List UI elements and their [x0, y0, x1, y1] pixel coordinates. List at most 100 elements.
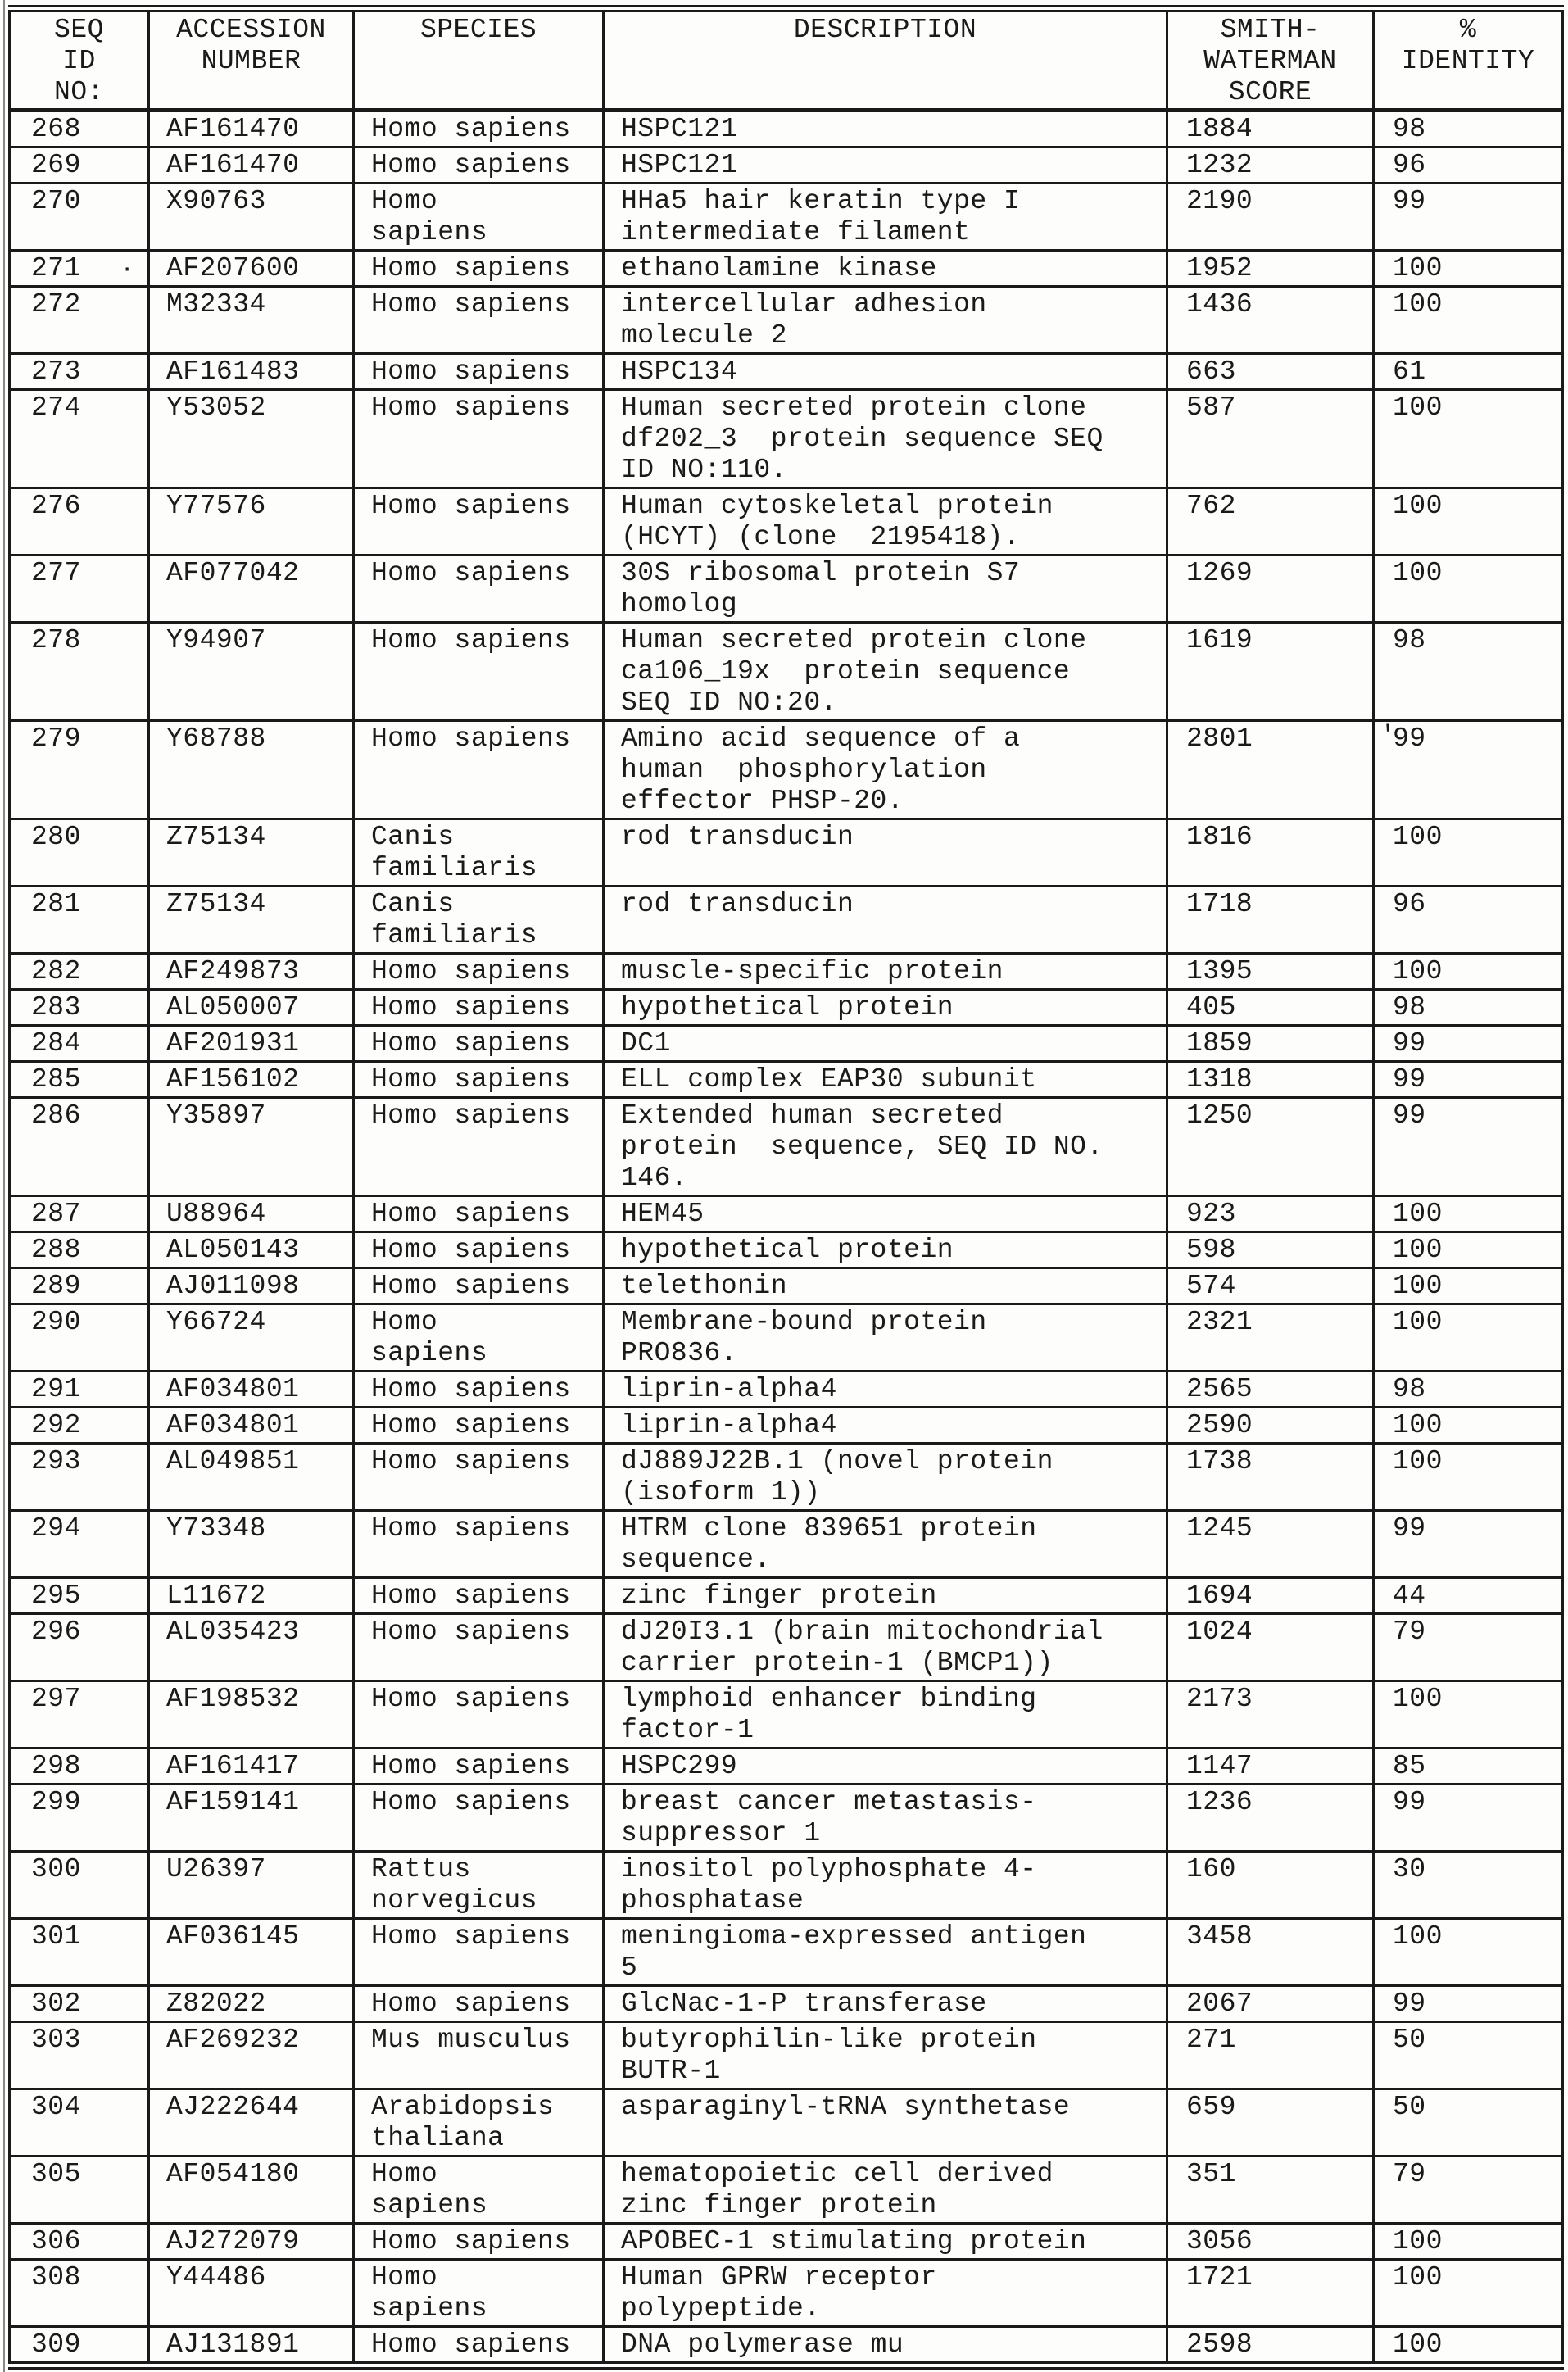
cell-smith-waterman-score: 1816 [1166, 818, 1375, 887]
cell-percent-identity: 50 [1372, 2021, 1564, 2090]
cell-smith-waterman-score: 574 [1166, 1267, 1375, 1305]
cell-species: Homo sapiens [352, 1783, 605, 1853]
table-row: 306 AJ272079 Homo sapiens APOBEC-1 stimu… [8, 2222, 1564, 2261]
cell-description: Amino acid sequence of a human phosphory… [602, 719, 1168, 820]
column-header-species: SPECIES [352, 7, 605, 112]
table-row: 283 AL050007 Homo sapiens hypothetical p… [8, 988, 1564, 1027]
cell-description: Human cytoskeletal protein (HCYT) (clone… [602, 487, 1168, 556]
table-row: 302 Z82022 Homo sapiens GlcNac-1-P trans… [8, 1984, 1564, 2023]
cell-description: HSPC121 [602, 146, 1168, 184]
table-row: 288 AL050143 Homo sapiens hypothetical p… [8, 1231, 1564, 1269]
cell-percent-identity: 30 [1372, 1850, 1564, 1920]
cell-percent-identity: 98 [1372, 109, 1564, 148]
cell-species: Canis familiaris [352, 885, 605, 955]
column-header-smith-waterman-score: SMITH- WATERMAN SCORE [1166, 7, 1375, 112]
cell-accession-number: AF207600 [147, 249, 355, 288]
cell-smith-waterman-score: 1859 [1166, 1024, 1375, 1063]
cell-percent-identity: 99 [1372, 1024, 1564, 1063]
cell-smith-waterman-score: 2173 [1166, 1680, 1375, 1749]
cell-species: Homo sapiens [352, 952, 605, 991]
cell-description: rod transducin [602, 818, 1168, 887]
cell-seq-id-no: 279 [8, 719, 150, 820]
table-row: 301 AF036145 Homo sapiens meningioma-exp… [8, 1917, 1564, 1987]
cell-smith-waterman-score: 1232 [1166, 146, 1375, 184]
table-row: 296 AL035423 Homo sapiens dJ20I3.1 (brai… [8, 1612, 1564, 1682]
cell-smith-waterman-score: 1721 [1166, 2258, 1375, 2328]
cell-seq-id-no: 278 [8, 621, 150, 722]
cell-accession-number: AF077042 [147, 554, 355, 624]
cell-species: Homo sapiens [352, 1195, 605, 1233]
table-row: 276 Y77576 Homo sapiens Human cytoskelet… [8, 487, 1564, 556]
cell-accession-number: L11672 [147, 1576, 355, 1615]
cell-description: HSPC134 [602, 352, 1168, 391]
cell-species: Homo sapiens [352, 1442, 605, 1512]
cell-description: HTRM clone 839651 protein sequence. [602, 1509, 1168, 1579]
cell-smith-waterman-score: 587 [1166, 388, 1375, 489]
cell-species: Rattus norvegicus [352, 1850, 605, 1920]
table-row: 290 Y66724 Homo sapiens Membrane-bound p… [8, 1303, 1564, 1372]
cell-accession-number: Y73348 [147, 1509, 355, 1579]
cell-smith-waterman-score: 1694 [1166, 1576, 1375, 1615]
cell-smith-waterman-score: 2321 [1166, 1303, 1375, 1372]
cell-species: Homo sapiens [352, 1303, 605, 1372]
cell-description: DNA polymerase mu [602, 2325, 1168, 2367]
cell-smith-waterman-score: 2598 [1166, 2325, 1375, 2367]
table-row: 305 AF054180 Homo sapiens hematopoietic … [8, 2155, 1564, 2225]
cell-percent-identity: 99 [1372, 1060, 1564, 1099]
cell-accession-number: U26397 [147, 1850, 355, 1920]
cell-seq-id-no: 291 [8, 1370, 150, 1408]
cell-accession-number: AF034801 [147, 1406, 355, 1445]
table-row: 269 AF161470 Homo sapiens HSPC121 1232 9… [8, 146, 1564, 184]
table-row: 293 AL049851 Homo sapiens dJ889J22B.1 (n… [8, 1442, 1564, 1512]
table-row: 298 AF161417 Homo sapiens HSPC299 1147 8… [8, 1747, 1564, 1785]
cell-percent-identity: 96 [1372, 146, 1564, 184]
cell-accession-number: AF161417 [147, 1747, 355, 1785]
cell-percent-identity: 100 [1372, 1267, 1564, 1305]
cell-accession-number: AJ131891 [147, 2325, 355, 2367]
cell-percent-identity: 100 [1372, 2325, 1564, 2367]
cell-percent-identity: 100 [1372, 1303, 1564, 1372]
cell-smith-waterman-score: 1250 [1166, 1096, 1375, 1197]
cell-description: ELL complex EAP30 subunit [602, 1060, 1168, 1099]
cell-accession-number: AJ222644 [147, 2088, 355, 2157]
cell-description: hypothetical protein [602, 988, 1168, 1027]
cell-accession-number: AF161483 [147, 352, 355, 391]
cell-percent-identity: 79 [1372, 2155, 1564, 2225]
cell-seq-id-no: 276 [8, 487, 150, 556]
table-row: 277 AF077042 Homo sapiens 30S ribosomal … [8, 554, 1564, 624]
cell-seq-id-no: 293 [8, 1442, 150, 1512]
cell-percent-identity: 100 [1372, 1442, 1564, 1512]
cell-smith-waterman-score: 2801 [1166, 719, 1375, 820]
cell-smith-waterman-score: 351 [1166, 2155, 1375, 2225]
column-header-accession-number: ACCESSION NUMBER [147, 7, 355, 112]
cell-smith-waterman-score: 1436 [1166, 285, 1375, 355]
cell-description: telethonin [602, 1267, 1168, 1305]
cell-species: Homo sapiens [352, 1024, 605, 1063]
cell-accession-number: AJ272079 [147, 2222, 355, 2261]
cell-seq-id-no: 292 [8, 1406, 150, 1445]
cell-species: Mus musculus [352, 2021, 605, 2090]
cell-percent-identity: 100 [1372, 285, 1564, 355]
cell-accession-number: Y66724 [147, 1303, 355, 1372]
cell-smith-waterman-score: 923 [1166, 1195, 1375, 1233]
column-header-percent-identity: % IDENTITY [1372, 7, 1564, 112]
table-row: 273 AF161483 Homo sapiens HSPC134 663 61 [8, 352, 1564, 391]
table-row: 270 X90763 Homo sapiens HHa5 hair kerati… [8, 182, 1564, 252]
cell-seq-id-no: 300 [8, 1850, 150, 1920]
cell-species: Homo sapiens [352, 1917, 605, 1987]
cell-smith-waterman-score: 1952 [1166, 249, 1375, 288]
cell-description: Human secreted protein clone ca106_19x p… [602, 621, 1168, 722]
cell-seq-id-no: 287 [8, 1195, 150, 1233]
table-row: 300 U26397 Rattus norvegicus inositol po… [8, 1850, 1564, 1920]
cell-accession-number: Y35897 [147, 1096, 355, 1197]
cell-accession-number: AF161470 [147, 109, 355, 148]
column-header-description: DESCRIPTION [602, 7, 1168, 112]
cell-species: Homo sapiens [352, 1984, 605, 2023]
cell-description: muscle-specific protein [602, 952, 1168, 991]
table-row: 272 M32334 Homo sapiens intercellular ad… [8, 285, 1564, 355]
table-row: 304 AJ222644 Arabidopsis thaliana aspara… [8, 2088, 1564, 2157]
cell-species: Homo sapiens [352, 487, 605, 556]
cell-species: Homo sapiens [352, 1370, 605, 1408]
cell-accession-number: Y53052 [147, 388, 355, 489]
cell-seq-id-no: 289 [8, 1267, 150, 1305]
